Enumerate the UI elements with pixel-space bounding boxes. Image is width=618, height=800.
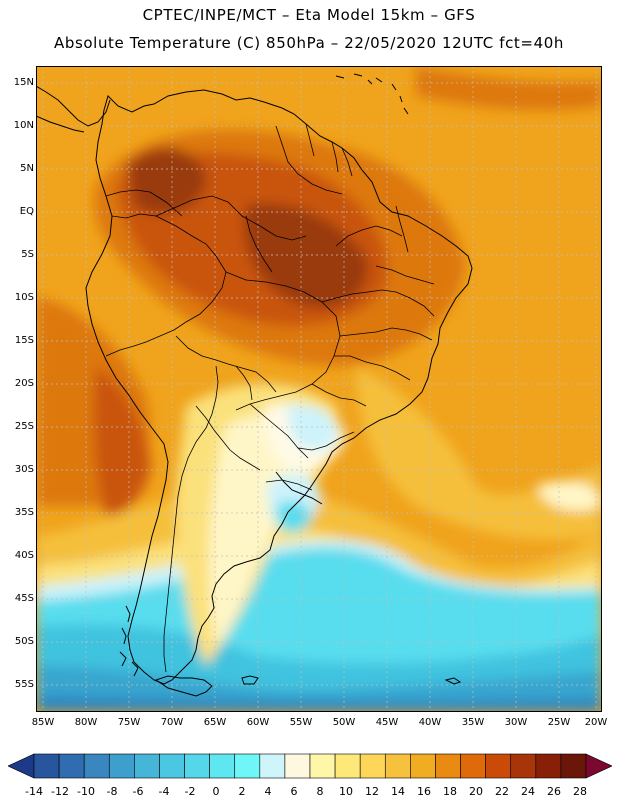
colorbar-swatch (58, 753, 85, 779)
colorbar-swatch (510, 753, 537, 779)
colorbar-label: 24 (521, 785, 535, 798)
country-borders (105, 123, 435, 673)
tierra-del-fuego (154, 675, 213, 697)
colorbar-swatch (334, 753, 361, 779)
lon-label-75w: 75W (117, 717, 141, 728)
lat-label-45s: 45S (14, 593, 34, 604)
colorbar-arrow-high (585, 753, 612, 779)
chart-title: CPTEC/INPE/MCT – Eta Model 15km – GFS (142, 6, 476, 24)
colorbar-label: -12 (51, 785, 69, 798)
lon-label-35w: 35W (461, 717, 485, 728)
lon-label-65w: 65W (203, 717, 227, 728)
colorbar-swatch (309, 753, 336, 779)
colorbar-swatch (259, 753, 286, 779)
colorbar-label: 0 (212, 785, 220, 798)
lon-label-25w: 25W (547, 717, 571, 728)
lat-label-25s: 25S (14, 421, 34, 432)
colorbar-swatch (485, 753, 512, 779)
colorbar-label: 28 (573, 785, 587, 798)
lat-label-eq: EQ (19, 206, 34, 217)
lon-label-50w: 50W (332, 717, 356, 728)
lon-label-45w: 45W (375, 717, 399, 728)
lon-label-55w: 55W (289, 717, 313, 728)
lat-label-50s: 50S (14, 636, 34, 647)
colorbar-swatch (108, 753, 135, 779)
lat-label-10s: 10S (14, 292, 34, 303)
lat-label-30s: 30S (14, 464, 34, 475)
colorbar-label: 4 (264, 785, 272, 798)
lon-label-70w: 70W (160, 717, 184, 728)
colorbar-label: -6 (132, 785, 144, 798)
colorbar-swatch (33, 753, 60, 779)
chart-subtitle: Absolute Temperature (C) 850hPa – 22/05/… (54, 34, 564, 52)
colorbar-label: 14 (391, 785, 405, 798)
colorbar-label: -8 (106, 785, 118, 798)
graticule (36, 66, 602, 712)
lat-label-15n: 15N (13, 77, 34, 88)
falkland-islands (241, 675, 259, 685)
south-america-coastline (85, 89, 473, 685)
south-georgia (444, 677, 462, 685)
colorbar-swatch (560, 753, 587, 779)
colorbar-cells (8, 753, 612, 779)
colorbar-swatch (284, 753, 311, 779)
colorbar-swatch (184, 753, 210, 779)
colorbar-label: 6 (290, 785, 298, 798)
colorbar-swatch (410, 753, 436, 779)
colorbar-label: 20 (469, 785, 483, 798)
colorbar-swatch (83, 753, 110, 779)
lat-label-5s: 5S (21, 249, 34, 260)
temperature-field (36, 66, 602, 712)
lon-label-40w: 40W (418, 717, 442, 728)
colorbar-swatch (384, 753, 411, 779)
colorbar-swatch (535, 753, 562, 779)
colorbar-label: 10 (339, 785, 353, 798)
lon-label-80w: 80W (74, 717, 98, 728)
lon-label-85w: 85W (31, 717, 55, 728)
temperature-map (36, 66, 602, 712)
colorbar-swatch (159, 753, 185, 779)
colorbar-label: 8 (316, 785, 324, 798)
lon-label-60w: 60W (246, 717, 270, 728)
colorbar-label: -10 (77, 785, 95, 798)
colorbar-swatch (359, 753, 386, 779)
colorbar-swatch (209, 753, 236, 779)
colorbar-label: 26 (547, 785, 561, 798)
colorbar-swatch (234, 753, 261, 779)
lat-label-15s: 15S (14, 335, 34, 346)
lat-label-5n: 5N (20, 163, 34, 174)
colorbar-label: 22 (495, 785, 509, 798)
colorbar-label: 18 (443, 785, 457, 798)
rio-de-la-plata (275, 471, 323, 505)
colorbar-label: 2 (238, 785, 246, 798)
lon-label-20w: 20W (584, 717, 608, 728)
colorbar-swatch (460, 753, 486, 779)
caribbean-islands (335, 73, 409, 115)
lon-label-30w: 30W (504, 717, 528, 728)
lat-label-55s: 55S (14, 679, 34, 690)
lat-label-40s: 40S (14, 550, 34, 561)
lat-label-10n: 10N (13, 120, 34, 131)
colorbar-label: -14 (25, 785, 43, 798)
map-border (36, 66, 602, 712)
colorbar-label: 16 (417, 785, 431, 798)
colorbar-label: 12 (365, 785, 379, 798)
colorbar (8, 753, 612, 779)
colorbar-arrow-low (8, 753, 35, 779)
central-america-coastline (36, 85, 111, 133)
colorbar-label: -4 (158, 785, 170, 798)
chile-islands (119, 605, 139, 677)
lat-label-20s: 20S (14, 378, 34, 389)
colorbar-swatch (435, 753, 461, 779)
lat-label-35s: 35S (14, 507, 34, 518)
colorbar-swatch (134, 753, 160, 779)
colorbar-label: -2 (184, 785, 196, 798)
